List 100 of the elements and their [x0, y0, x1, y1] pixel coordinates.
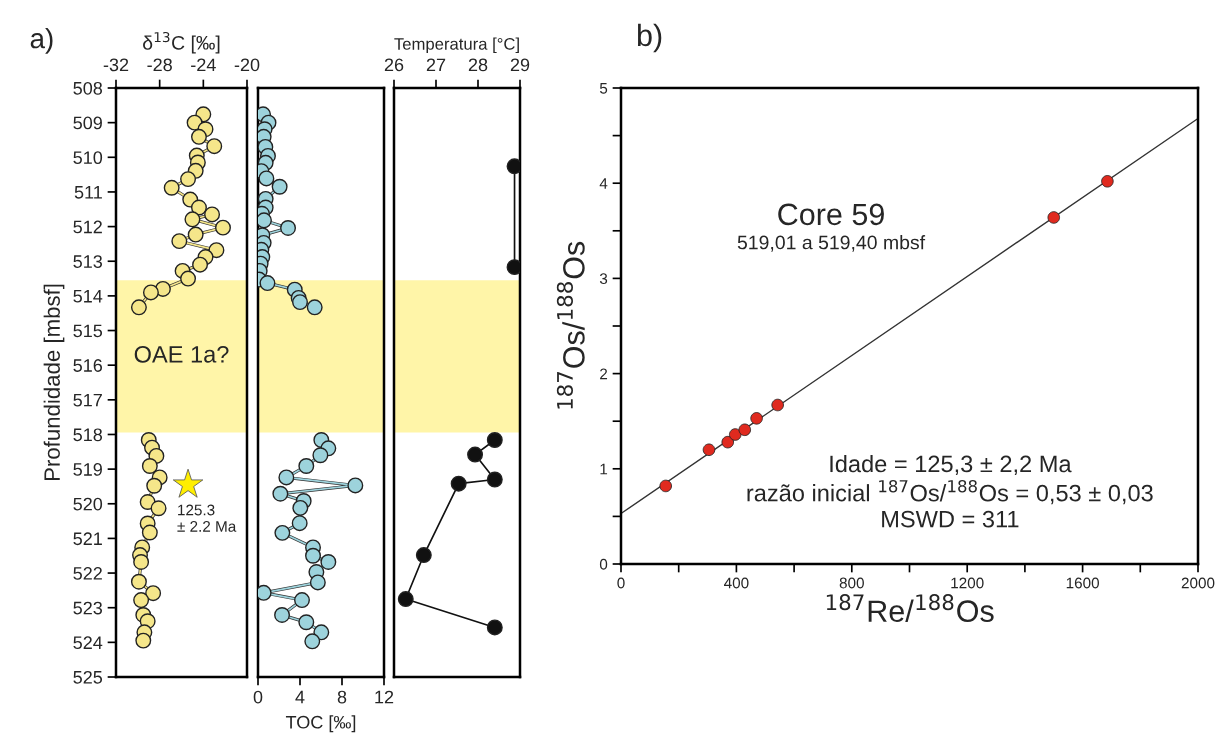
y-tick-label: 0: [599, 558, 608, 570]
y-axis-title: $^{187}$Os/$^{188}$Os: [556, 241, 585, 409]
y-tick-label: 510: [73, 151, 103, 165]
x-tick-label: 400: [724, 577, 749, 589]
band-label: OAE 1a?: [134, 345, 229, 363]
annotation: 519,01 a 519,40 mbsf: [737, 235, 926, 252]
y-tick-label: 511: [74, 186, 102, 199]
x-tick-label: 0: [617, 577, 625, 589]
annotation: Idade = 125,3 ± 2,2 Ma: [830, 454, 1072, 476]
point: [292, 294, 308, 311]
point: [133, 592, 150, 609]
x-tick-label: 0: [253, 690, 263, 704]
point: [150, 500, 167, 517]
y-tick-label: 5: [599, 83, 608, 94]
point: [163, 179, 180, 196]
y-axis-title: Profundidade [mbsf]: [43, 284, 65, 481]
y-tick-label: 517: [73, 393, 102, 407]
x-tick-label: 8: [337, 690, 347, 704]
point: [347, 477, 364, 494]
y-tick-label: 519: [73, 463, 102, 476]
x-axis-title: $^{187}$Re/$^{188}$Os: [826, 594, 994, 622]
point: [506, 158, 520, 175]
point: [130, 299, 147, 316]
annotation: MSWD = 311: [882, 510, 1019, 528]
point: [486, 619, 503, 636]
annotation: Core 59: [778, 203, 884, 226]
point: [280, 219, 297, 236]
y-tick-label: 514: [73, 290, 103, 303]
x-tick-label: -20: [234, 58, 260, 72]
point: [192, 256, 209, 273]
point: [141, 524, 158, 541]
point: [258, 170, 275, 187]
y-tick-label: 520: [73, 497, 103, 511]
point: [312, 447, 329, 464]
point: [467, 446, 484, 463]
point: [415, 547, 432, 564]
point: [141, 458, 158, 474]
point: [272, 485, 289, 502]
point: [291, 515, 308, 532]
y-tick-label: 512: [73, 220, 102, 234]
point: [142, 284, 159, 301]
point: [187, 226, 204, 243]
x-tick-label: -28: [147, 58, 172, 72]
point: [278, 469, 295, 486]
point: [309, 574, 326, 591]
x-tick-label: -32: [103, 58, 129, 72]
x-tick-label: -24: [191, 58, 216, 72]
y-tick-label: 3: [599, 273, 608, 285]
y-tick-label: 513: [73, 255, 103, 268]
x-tick-label: 800: [839, 577, 864, 589]
y-tick-label: 515: [73, 324, 103, 338]
point: [298, 614, 315, 631]
x-tick-label: 26: [384, 58, 404, 72]
point: [130, 573, 147, 590]
point: [208, 242, 225, 259]
point: [190, 199, 207, 216]
point: [313, 624, 330, 641]
x-axis-title: Temperatura [°C]: [394, 37, 519, 54]
annotation: razão inicial $^{187}$Os/$^{188}$Os = 0,53 ± 0,03: [747, 479, 1153, 505]
y-tick-label: 518: [73, 428, 103, 442]
y-tick-label: 522: [73, 566, 102, 580]
annotation: 125.3 ± 2.2 Ma: [177, 504, 237, 532]
y-tick-label: 4: [599, 178, 608, 189]
point: [184, 211, 201, 228]
y-tick-label: 516: [73, 359, 103, 372]
x-tick-label: 29: [510, 58, 530, 72]
point: [305, 547, 321, 564]
point: [259, 275, 276, 292]
point: [171, 233, 188, 250]
text: a): [30, 27, 53, 54]
point: [215, 219, 231, 236]
point: [506, 259, 520, 276]
point: [133, 553, 150, 570]
point: [206, 138, 223, 155]
point: [306, 299, 323, 316]
point: [486, 432, 503, 448]
point: [271, 178, 288, 195]
text: b): [637, 23, 662, 53]
x-tick-label: 2000: [1181, 577, 1215, 589]
x-tick-label: 12: [375, 690, 394, 704]
point: [292, 499, 309, 516]
point: [450, 475, 467, 492]
point: [180, 171, 197, 188]
x-tick-label: 1200: [951, 577, 984, 589]
y-tick-label: 524: [73, 636, 103, 650]
x-tick-label: 1600: [1066, 577, 1099, 589]
point: [146, 477, 163, 494]
y-tick-label: 1: [600, 463, 608, 475]
point: [304, 633, 321, 650]
x-axis-title: δ$^{13}$C [‰]: [143, 31, 220, 54]
point: [180, 270, 197, 287]
y-tick-label: 521: [73, 532, 102, 546]
point: [274, 524, 291, 541]
x-axis-title: TOC [‰]: [285, 715, 356, 733]
point: [294, 592, 310, 609]
point: [397, 591, 414, 608]
point: [258, 212, 272, 229]
point: [135, 632, 152, 649]
point: [190, 128, 207, 145]
point: [320, 553, 337, 570]
